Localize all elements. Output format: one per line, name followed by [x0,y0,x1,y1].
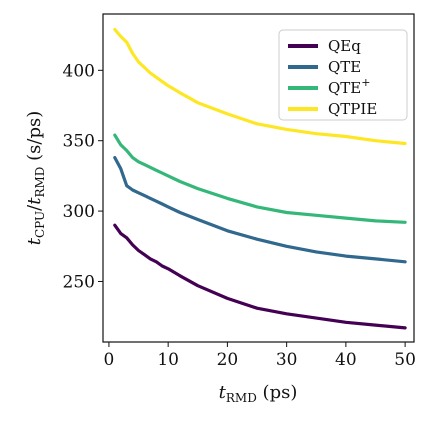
x-tick-label: 40 [335,350,357,370]
series-lines [113,27,407,330]
x-tick-label: 50 [394,350,416,370]
y-axis-ticks: 250 300 350 400 [63,61,103,292]
plot-frame [102,13,415,343]
y-tick-label: 250 [63,272,95,292]
series-line-3 [113,27,407,146]
y-axis-label: tCPU/tRMD (s/ps) [24,111,47,246]
legend-label: QTE+ [328,76,370,97]
x-tick-label: 20 [217,350,239,370]
x-axis-ticks: 0 10 20 30 40 50 [104,342,416,370]
x-axis-label: tRMD (ps) [219,382,298,405]
series-line-0 [113,223,407,330]
y-tick-label: 300 [63,202,95,222]
x-tick-label: 30 [276,350,298,370]
series-line-1 [113,156,407,264]
legend-label: QTPIE [328,100,377,118]
y-tick-label: 350 [63,132,95,152]
series-line-2 [113,133,407,224]
legend-label: QTE [328,58,361,76]
y-tick-label: 400 [63,61,95,81]
x-tick-label: 0 [104,350,115,370]
x-tick-label: 10 [157,350,179,370]
legend-label: QEq [328,37,361,55]
legend-box [278,29,408,121]
